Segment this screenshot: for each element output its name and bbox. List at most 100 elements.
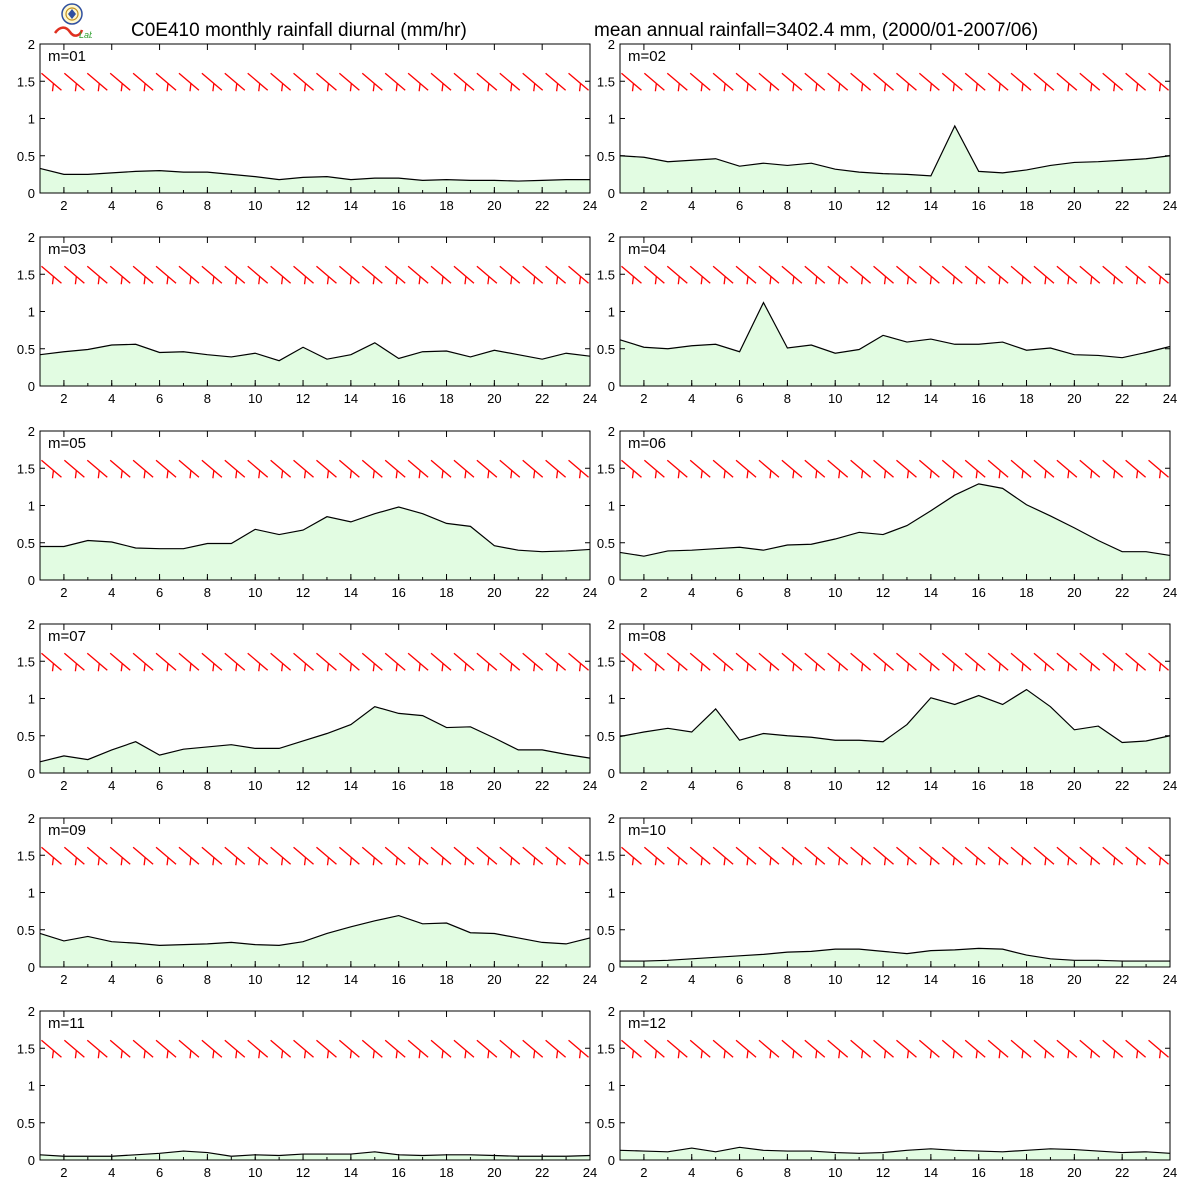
wind-barb-icon [781,265,803,285]
wind-barb-shaft [804,265,826,284]
wind-barb-shaft [316,652,337,671]
data-point [134,546,137,549]
wind-barb-shaft [758,846,780,865]
rainfall-line [619,1146,1171,1154]
wind-barb-icon [666,459,688,479]
wind-barb-icon [896,265,917,285]
wind-barb-shaft [689,72,711,91]
wind-barb-icon [453,1039,475,1059]
wind-barb-icon [545,265,567,285]
y-tick-label: 1.5 [597,848,615,863]
rainfall-line [39,167,590,182]
data-point [834,538,837,541]
wind-barb-flag [349,83,353,92]
wind-barb-flag [418,857,421,866]
wind-barb-shaft [338,846,360,865]
wind-barb-icon [41,459,62,479]
wind-barb-flag [578,470,582,479]
wind-barb-icon [522,652,544,672]
wind-barb-shaft [568,846,589,865]
wind-barb-icon [63,72,85,92]
wind-barb-flag [746,276,749,285]
wind-barb-flag [166,1050,169,1059]
wind-barb-icon [407,265,429,285]
wind-barb-shaft [109,459,131,478]
wind-barb-flag [1067,857,1070,866]
wind-barb-shaft [666,265,688,284]
data-point [278,944,281,947]
wind-barb-shaft [804,72,826,91]
rainfall-line [39,706,591,763]
wind-barb-shaft [964,846,986,865]
x-tick-label: 24 [1163,198,1177,213]
y-tick-label: 0 [28,186,35,201]
wind-barb-shaft [361,652,383,671]
y-tick-label: 0 [608,766,615,781]
data-point [110,541,113,544]
wind-barb-icon [545,72,567,92]
wind-barb-shaft [224,72,246,91]
x-tick-label: 4 [108,972,115,987]
wind-barb-icon [247,1039,269,1059]
data-point [762,1149,765,1152]
y-tick-label: 0.5 [597,149,615,164]
data-point [929,174,932,177]
x-tick-label: 4 [688,391,695,406]
wind-barb-shaft [873,265,894,284]
wind-barb-flag [74,663,78,672]
wind-barb-icon [758,652,780,672]
data-point [738,1146,741,1149]
panel-m-07: 00.511.522 4 6 8 10 12 14 16 18 20 22 24m=07 [17,617,597,793]
wind-barb-shaft [850,459,872,478]
y-tick-label: 1 [608,1079,615,1094]
wind-barb-flag [143,83,146,92]
x-tick-label: 2 [640,1165,647,1180]
data-point [858,348,861,351]
x-tick-label: 2 [60,391,67,406]
wind-barb-flag [883,276,887,285]
wind-barb-shaft [201,846,223,865]
panel-label: m=05 [48,435,86,452]
data-point [445,349,448,352]
wind-barb-icon [407,72,429,92]
data-point [929,696,932,699]
wind-barb-shaft [873,846,894,865]
data-point [158,754,161,757]
data-point [62,350,65,353]
data-point [1073,161,1076,164]
wind-barb-flag [372,663,375,672]
wind-barb-shaft [545,72,567,91]
wind-barb-icon [827,652,849,672]
data-point [397,357,400,360]
wind-barb-icon [384,846,406,866]
wind-barb-shaft [522,846,544,865]
rainfall-area [620,302,1170,386]
wind-barb-flag [487,276,490,285]
x-tick-label: 16 [391,1165,405,1180]
wind-barb-icon [712,459,734,479]
wind-barb-shaft [712,72,734,91]
data-point [445,922,448,925]
x-tick-label: 8 [784,778,791,793]
wind-barb-icon [666,652,688,672]
wind-barb-icon [522,846,544,866]
wind-barb-flag [929,83,933,92]
x-tick-label: 20 [487,391,501,406]
data-point [1145,1150,1148,1153]
wind-barb-shaft [1125,652,1147,671]
wind-barb-shaft [941,459,963,478]
x-tick-label: 16 [971,778,985,793]
wind-barb-icon [476,72,498,92]
wind-barb-shaft [689,265,711,284]
data-point [373,919,376,922]
wind-barb-shaft [247,1039,269,1058]
wind-barb-flag [235,276,238,285]
x-tick-label: 22 [535,585,549,600]
wind-barb-shaft [1148,459,1169,478]
rainfall-area [620,689,1170,773]
data-point [134,1153,137,1156]
wind-barb-flag [1158,663,1162,672]
wind-barb-shaft [712,1039,734,1058]
panel-m-10: 00.511.522 4 6 8 10 12 14 16 18 20 22 24m=10 [597,811,1177,987]
wind-barb-shaft [621,265,642,284]
